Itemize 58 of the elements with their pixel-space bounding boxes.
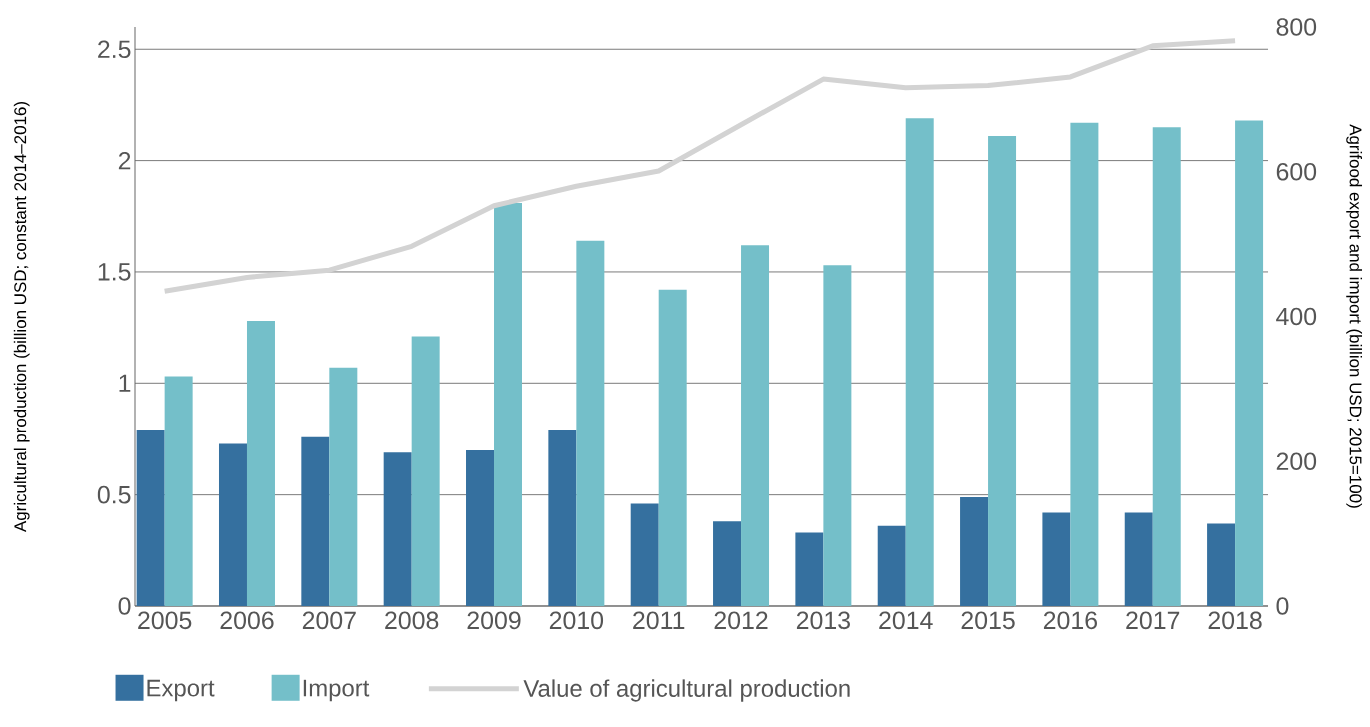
bar	[383, 452, 412, 606]
bar	[1042, 512, 1071, 606]
x-tick-label: 2012	[714, 611, 768, 630]
bar	[494, 202, 522, 606]
bar	[960, 496, 989, 606]
y-tick-label: 2.5	[98, 40, 131, 59]
x-tick-label: 2016	[1043, 611, 1097, 630]
bar	[1235, 120, 1264, 606]
bar	[329, 367, 358, 606]
bar	[1070, 122, 1099, 606]
bar	[713, 521, 742, 606]
bar	[246, 320, 275, 606]
x-tick-label: 2009	[467, 611, 521, 630]
y-tick-label: 0.5	[97, 485, 131, 504]
bar	[1152, 127, 1181, 606]
y2-tick-label: 800	[1276, 18, 1317, 36]
bar	[301, 436, 330, 606]
y2-tick-label: 200	[1276, 452, 1317, 471]
x-tick-label: 2006	[220, 611, 274, 630]
x-tick-label: 2013	[796, 611, 850, 630]
bar	[795, 532, 824, 606]
y-tick-label: 2	[118, 151, 131, 170]
y-tick-label: 0	[118, 597, 131, 615]
x-tick-label: 2017	[1126, 611, 1180, 630]
y2-tick-label: 400	[1276, 307, 1317, 326]
x-tick-label: 2007	[302, 611, 356, 630]
y2-tick-label: 600	[1276, 162, 1317, 181]
bar	[988, 136, 1017, 606]
y-tick-label: 1.5	[98, 263, 131, 281]
bar	[1207, 523, 1236, 606]
y2-tick-label: 0	[1276, 597, 1289, 615]
x-tick-label: 2011	[633, 611, 685, 630]
bar	[658, 289, 687, 606]
bar	[548, 430, 577, 606]
legend-label: Export	[147, 679, 215, 702]
y-tick-label: 1	[119, 374, 131, 392]
bar	[1124, 512, 1153, 606]
bar	[411, 336, 440, 606]
y2-axis-title: Agrifood export and import (billion USD; 2015=100)	[1346, 124, 1363, 508]
bar	[877, 525, 906, 606]
x-tick-label: 2015	[961, 611, 1015, 630]
bar	[218, 443, 247, 606]
x-tick-label: 2008	[385, 611, 439, 630]
bar	[630, 503, 659, 606]
bar	[136, 430, 165, 606]
bar	[823, 265, 852, 606]
legend-label: Value of agricultural production	[523, 679, 850, 702]
bar	[466, 450, 495, 606]
bar	[164, 376, 193, 606]
y-axis-title: Agricultural production (billion USD; constant 2014–2016)	[13, 102, 30, 533]
bar	[905, 118, 934, 606]
bar	[576, 240, 605, 606]
x-tick-label: 2005	[138, 611, 192, 630]
x-tick-label: 2014	[879, 611, 933, 630]
bar	[741, 245, 770, 606]
legend-label: Import	[303, 679, 370, 702]
x-tick-label: 2018	[1208, 611, 1262, 630]
x-tick-label: 2010	[549, 611, 604, 630]
